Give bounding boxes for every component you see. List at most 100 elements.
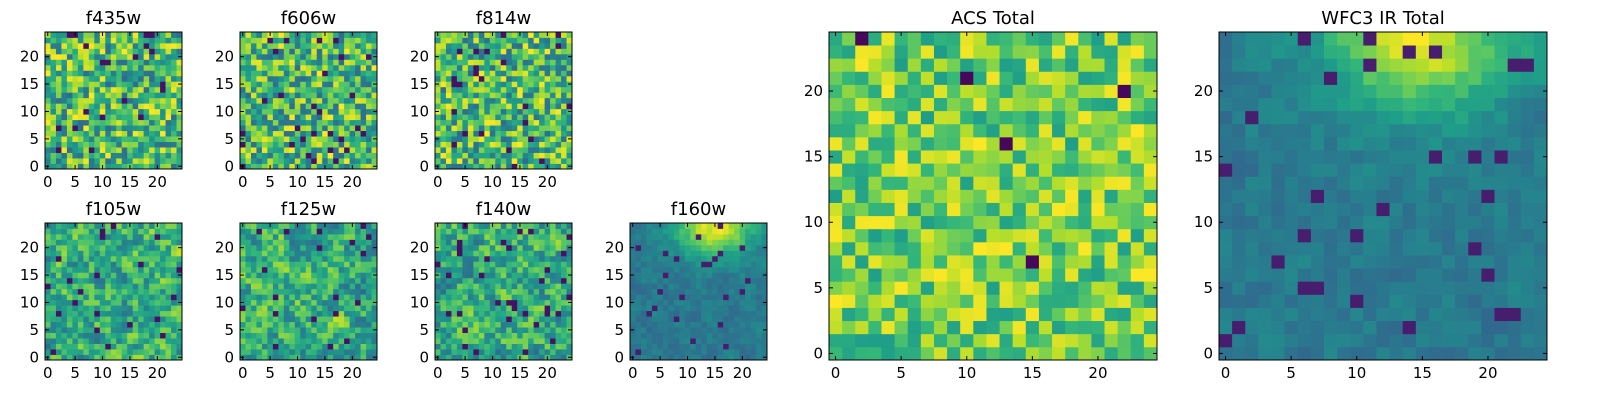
heatmap-cell xyxy=(986,241,1000,256)
heatmap-cell xyxy=(440,349,447,355)
heatmap-cell xyxy=(868,346,882,361)
heatmap-cell xyxy=(360,327,367,333)
heatmap-cell xyxy=(506,244,513,251)
heatmap-cell xyxy=(66,305,73,312)
heatmap-cell xyxy=(143,59,150,66)
heatmap-cell xyxy=(105,37,112,44)
heatmap-cell xyxy=(668,239,675,246)
heatmap-cell xyxy=(640,354,647,361)
heatmap-cell xyxy=(132,261,139,268)
heatmap-cell xyxy=(176,130,183,137)
heatmap-cell xyxy=(728,321,735,328)
heatmap-cell xyxy=(83,136,90,142)
heatmap-cell xyxy=(440,250,447,257)
heatmap-cell xyxy=(1143,241,1158,256)
heatmap-cell xyxy=(344,338,350,344)
heatmap-cell xyxy=(646,321,653,328)
heatmap-cell xyxy=(960,281,974,295)
heatmap-cell xyxy=(630,294,636,301)
heatmap-cell xyxy=(668,321,675,328)
x-tick-label: 15 xyxy=(510,364,529,382)
heatmap-cell xyxy=(105,321,112,328)
heatmap-cell xyxy=(717,294,724,301)
heatmap-cell xyxy=(555,255,562,262)
heatmap-cell xyxy=(322,244,329,251)
heatmap-cell xyxy=(440,310,447,317)
heatmap-cell xyxy=(94,321,101,328)
heatmap-cell xyxy=(960,150,974,164)
heatmap-cell xyxy=(723,250,730,257)
heatmap-cell xyxy=(445,266,452,273)
heatmap-cell xyxy=(761,332,768,339)
heatmap-cell xyxy=(511,97,518,104)
heatmap-cell xyxy=(511,316,518,323)
heatmap-cell xyxy=(154,53,161,60)
heatmap-cell xyxy=(717,327,724,333)
heatmap-cell xyxy=(451,103,458,110)
heatmap-cell xyxy=(640,261,647,268)
heatmap-cell xyxy=(138,316,145,323)
heatmap-cell xyxy=(739,277,746,284)
heatmap-cell xyxy=(445,119,452,126)
heatmap-cell xyxy=(305,332,312,339)
heatmap-cell xyxy=(316,53,323,60)
heatmap-cell xyxy=(66,32,73,38)
heatmap-cell xyxy=(533,86,540,93)
heatmap-cell xyxy=(294,75,301,82)
heatmap-cell xyxy=(550,305,556,312)
heatmap-cell xyxy=(750,250,757,257)
heatmap-cell xyxy=(528,152,535,159)
heatmap-cell xyxy=(45,130,51,137)
heatmap-cell xyxy=(451,136,458,142)
heatmap-cell xyxy=(66,108,73,115)
heatmap-cell xyxy=(533,97,540,104)
heatmap-cell xyxy=(294,233,301,240)
heatmap-cell xyxy=(61,332,68,339)
heatmap-cell xyxy=(544,244,551,251)
heatmap-cell xyxy=(333,158,340,164)
heatmap-cell xyxy=(440,316,447,323)
heatmap-cell xyxy=(829,176,843,190)
heatmap-cell xyxy=(750,228,757,235)
heatmap-cell xyxy=(456,59,463,66)
heatmap-cell xyxy=(673,233,680,240)
heatmap-cell xyxy=(261,114,268,121)
heatmap-cell xyxy=(679,266,686,273)
heatmap-cell xyxy=(511,64,518,71)
heatmap-cell xyxy=(355,283,361,290)
heatmap-cell xyxy=(761,277,768,284)
heatmap-cell xyxy=(550,233,556,240)
heatmap-cell xyxy=(240,42,246,49)
heatmap-cell xyxy=(94,228,101,235)
heatmap-cell xyxy=(920,255,935,269)
heatmap-cell xyxy=(947,189,961,203)
heatmap-cell xyxy=(986,215,1000,230)
heatmap-cell xyxy=(83,349,90,355)
heatmap-cell xyxy=(300,92,307,99)
heatmap-cell xyxy=(121,338,128,344)
heatmap-cell xyxy=(88,239,95,246)
heatmap-cell xyxy=(706,294,713,301)
heatmap-cell xyxy=(662,283,669,290)
heatmap-cell xyxy=(366,283,372,290)
heatmap-cell xyxy=(99,283,106,290)
heatmap-cell xyxy=(561,255,567,262)
heatmap-cell xyxy=(635,299,642,306)
heatmap-cell xyxy=(1091,215,1105,230)
heatmap-cell xyxy=(467,75,474,82)
x-tick-label: 0 xyxy=(238,173,248,191)
heatmap-cell xyxy=(511,141,518,148)
heatmap-cell xyxy=(176,114,183,121)
heatmap-cell xyxy=(283,158,290,164)
heatmap-cell xyxy=(99,108,106,115)
heatmap-cell xyxy=(478,338,485,344)
heatmap-cell xyxy=(127,343,134,350)
heatmap-cell xyxy=(45,114,51,121)
heatmap-cell xyxy=(289,32,296,38)
heatmap-cell xyxy=(250,158,257,164)
heatmap-cell xyxy=(245,32,252,38)
heatmap-cell xyxy=(750,305,757,312)
heatmap-cell xyxy=(484,53,491,60)
heatmap-cell xyxy=(50,316,57,323)
heatmap-cell xyxy=(77,354,84,361)
